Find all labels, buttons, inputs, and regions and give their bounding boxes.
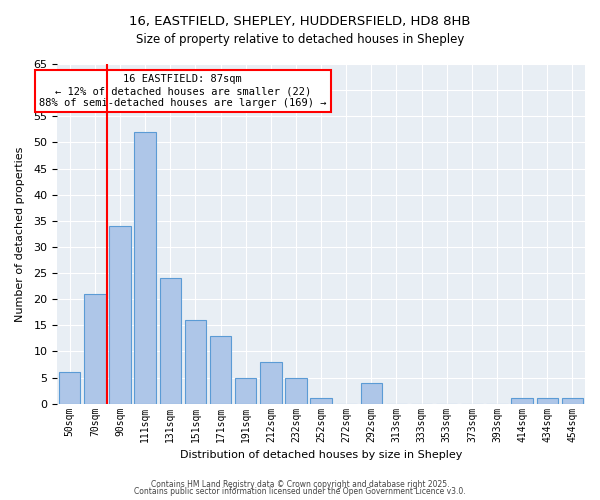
Bar [235, 378, 256, 404]
Text: Size of property relative to detached houses in Shepley: Size of property relative to detached ho… [136, 32, 464, 46]
Text: Contains HM Land Registry data © Crown copyright and database right 2025.: Contains HM Land Registry data © Crown c… [151, 480, 449, 489]
Bar [285, 378, 307, 404]
Bar [511, 398, 533, 404]
Bar [260, 362, 281, 404]
Bar [59, 372, 80, 404]
Bar [536, 398, 558, 404]
Bar [84, 294, 106, 404]
Text: 16 EASTFIELD: 87sqm
← 12% of detached houses are smaller (22)
88% of semi-detach: 16 EASTFIELD: 87sqm ← 12% of detached ho… [39, 74, 326, 108]
Bar [310, 398, 332, 404]
Text: Contains public sector information licensed under the Open Government Licence v3: Contains public sector information licen… [134, 487, 466, 496]
Bar [160, 278, 181, 404]
Bar [185, 320, 206, 404]
Bar [109, 226, 131, 404]
Text: 16, EASTFIELD, SHEPLEY, HUDDERSFIELD, HD8 8HB: 16, EASTFIELD, SHEPLEY, HUDDERSFIELD, HD… [129, 15, 471, 28]
Bar [134, 132, 156, 404]
Bar [361, 382, 382, 404]
Y-axis label: Number of detached properties: Number of detached properties [15, 146, 25, 322]
Bar [562, 398, 583, 404]
Bar [210, 336, 231, 404]
X-axis label: Distribution of detached houses by size in Shepley: Distribution of detached houses by size … [180, 450, 462, 460]
